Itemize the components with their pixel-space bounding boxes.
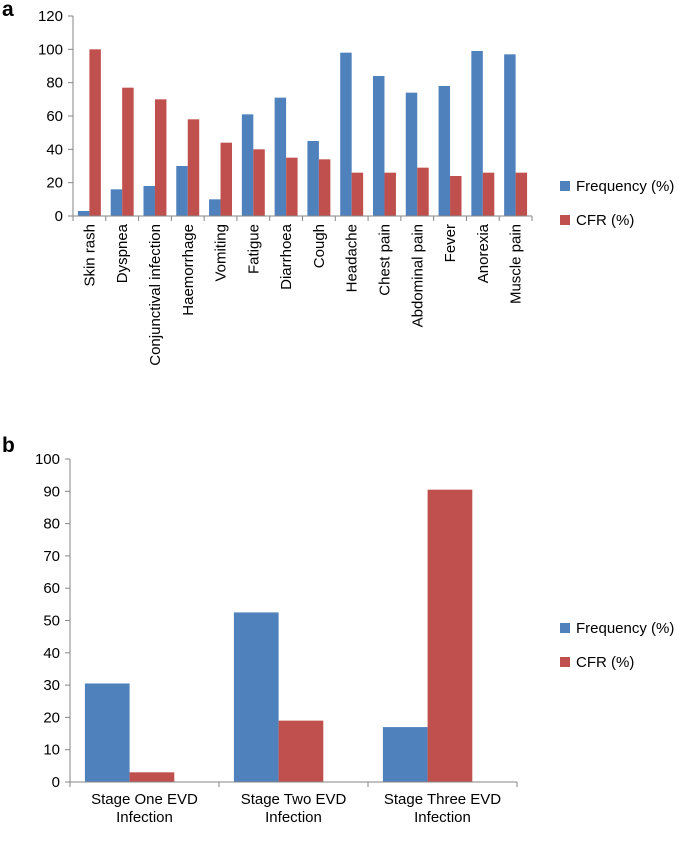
legend-label: CFR (%) <box>576 654 634 671</box>
x-category-label: Stage Two EVD <box>241 791 347 808</box>
bar-cfr-6 <box>286 157 298 216</box>
bar-frequency-0 <box>84 683 130 782</box>
y-tick-label: 30 <box>43 677 60 694</box>
bar-cfr-1 <box>278 720 324 782</box>
bar-frequency-8 <box>340 52 352 216</box>
bar-cfr-13 <box>515 172 528 216</box>
y-tick-label: 120 <box>38 8 63 25</box>
y-tick-label: 80 <box>43 516 60 533</box>
bar-frequency-9 <box>372 76 385 216</box>
bar-frequency-2 <box>143 186 155 216</box>
y-tick-label: 60 <box>46 108 63 125</box>
panel-b-label: b <box>2 434 15 457</box>
bar-frequency-7 <box>307 141 319 216</box>
y-tick-label: 60 <box>43 580 60 597</box>
bar-cfr-3 <box>187 119 200 216</box>
x-category-label: Infection <box>116 809 173 826</box>
bar-frequency-5 <box>241 114 254 216</box>
x-category-label: Fever <box>442 224 459 262</box>
bar-cfr-4 <box>220 142 233 216</box>
panel-a-label: a <box>2 0 14 21</box>
x-category-label: Haemorrhage <box>180 224 197 316</box>
y-tick-label: 40 <box>46 141 63 158</box>
y-tick-label: 70 <box>43 548 60 565</box>
bar-frequency-3 <box>176 166 188 216</box>
y-tick-label: 100 <box>38 41 63 58</box>
bar-frequency-1 <box>233 612 279 782</box>
bar-frequency-0 <box>77 211 90 216</box>
bar-frequency-2 <box>382 727 428 782</box>
x-category-label: Infection <box>414 809 471 826</box>
bar-cfr-2 <box>427 489 473 782</box>
bar-frequency-11 <box>438 86 451 216</box>
legend-swatch-cfr <box>560 215 570 225</box>
bar-cfr-5 <box>253 149 265 216</box>
x-category-label: Chest pain <box>376 224 393 296</box>
x-category-label: Fatigue <box>245 224 262 274</box>
y-tick-label: 0 <box>52 774 60 791</box>
legend-swatch-frequency <box>560 181 570 191</box>
y-tick-label: 90 <box>43 483 60 500</box>
x-category-label: Conjunctival infection <box>147 224 164 366</box>
x-category-label: Muscle pain <box>508 224 525 304</box>
y-tick-label: 40 <box>43 645 60 662</box>
chart-a: 0 20 40 60 80 100 120 Skin rash Dyspnea Conjuncti… <box>38 8 674 366</box>
bar-cfr-10 <box>417 167 429 216</box>
bar-cfr-0 <box>89 49 101 217</box>
bar-frequency-12 <box>471 51 483 216</box>
y-tick-label: 0 <box>55 208 63 225</box>
bar-frequency-10 <box>405 92 418 216</box>
y-tick-label: 20 <box>43 709 60 726</box>
bar-cfr-1 <box>122 87 134 217</box>
y-tick-label: 100 <box>35 451 60 468</box>
x-category-label: Stage Three EVD <box>384 791 501 808</box>
legend-swatch-frequency <box>560 623 570 633</box>
bar-cfr-12 <box>482 172 495 216</box>
legend-label: Frequency (%) <box>576 620 674 637</box>
x-category-label: Cough <box>311 224 328 268</box>
bar-frequency-6 <box>274 97 287 216</box>
x-category-label: Dyspnea <box>114 223 131 283</box>
x-category-label: Diarrhoea <box>278 223 295 290</box>
bar-frequency-1 <box>110 189 123 216</box>
bar-frequency-4 <box>209 199 221 216</box>
bar-cfr-7 <box>318 159 331 216</box>
bar-cfr-9 <box>384 172 396 216</box>
bar-cfr-2 <box>154 99 167 216</box>
x-category-label: Infection <box>265 809 322 826</box>
x-category-label: Abdominal pain <box>409 224 426 327</box>
x-category-label: Anorexia <box>475 223 492 283</box>
y-tick-label: 80 <box>46 75 63 92</box>
legend-swatch-cfr <box>560 657 570 667</box>
x-category-label: Vomiting <box>213 224 230 282</box>
bar-frequency-13 <box>504 54 516 217</box>
x-category-label: Skin rash <box>81 224 98 287</box>
legend-label: Frequency (%) <box>576 178 674 195</box>
bar-cfr-0 <box>129 772 175 782</box>
x-category-label: Stage One EVD <box>91 791 198 808</box>
y-tick-label: 20 <box>46 175 63 192</box>
x-category-label: Headache <box>344 224 361 292</box>
bar-cfr-11 <box>450 176 462 216</box>
y-tick-label: 50 <box>43 613 60 630</box>
legend-label: CFR (%) <box>576 212 634 229</box>
y-tick-label: 10 <box>43 742 60 759</box>
bar-cfr-8 <box>351 172 364 216</box>
